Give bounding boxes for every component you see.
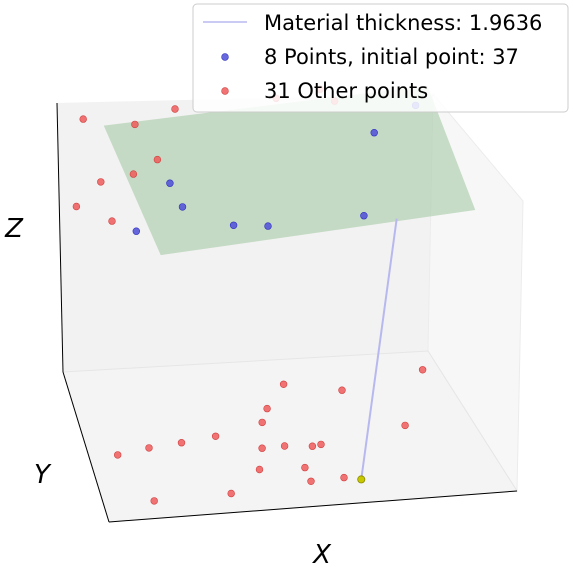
z-axis-line <box>56 102 64 373</box>
other-point-10 <box>108 217 116 225</box>
selected-point-6 <box>360 212 368 220</box>
other-point-23 <box>255 465 264 474</box>
other-point-16 <box>113 451 122 459</box>
other-point-26 <box>150 497 158 505</box>
other-point-8 <box>97 178 105 186</box>
other-point-29 <box>317 440 325 449</box>
selected-point-2 <box>178 203 187 211</box>
other-point-13 <box>263 404 271 413</box>
x-axis-label: X <box>311 540 332 570</box>
other-point-9 <box>72 202 81 211</box>
other-point-15 <box>401 421 409 430</box>
x-axis-line <box>108 490 518 523</box>
other-point-28 <box>340 473 348 482</box>
other-point-18 <box>177 439 186 447</box>
y-axis-label: Y <box>34 460 52 490</box>
other-point-0 <box>79 115 87 123</box>
other-point-21 <box>280 442 289 450</box>
projection-point <box>357 475 366 484</box>
other-point-25 <box>307 477 315 485</box>
selected-point-1 <box>370 129 378 137</box>
other-point-2 <box>171 105 179 113</box>
other-point-27 <box>227 489 235 498</box>
legend-entry-selected-points: 8 Points, initial point: 37 <box>264 45 519 69</box>
legend-marker-selected <box>221 53 229 61</box>
other-point-30 <box>258 444 266 452</box>
thickness-line <box>360 218 398 480</box>
other-point-12 <box>338 386 346 394</box>
other-point-20 <box>258 418 266 427</box>
legend-frame <box>192 3 569 113</box>
y-axis-line <box>62 371 110 523</box>
other-point-14 <box>418 366 427 374</box>
other-point-7 <box>129 170 138 178</box>
legend-entry-other-points: 31 Other points <box>264 79 428 103</box>
other-point-22 <box>308 442 317 450</box>
fitted-plane <box>103 85 476 256</box>
other-point-1 <box>131 120 139 129</box>
selected-point-3 <box>166 179 174 187</box>
z-axis-label: Z <box>4 214 24 244</box>
other-point-6 <box>153 155 162 164</box>
other-point-19 <box>211 432 220 440</box>
legend: Material thickness: 1.9636 8 Points, ini… <box>192 3 569 113</box>
other-point-24 <box>301 463 309 472</box>
selected-point-7 <box>229 221 238 230</box>
selected-point-5 <box>264 222 272 230</box>
legend-marker-other <box>221 87 229 95</box>
selected-point-4 <box>132 227 141 235</box>
other-point-11 <box>279 380 288 388</box>
legend-entry-thickness: Material thickness: 1.9636 <box>264 11 542 35</box>
other-point-17 <box>145 444 153 452</box>
